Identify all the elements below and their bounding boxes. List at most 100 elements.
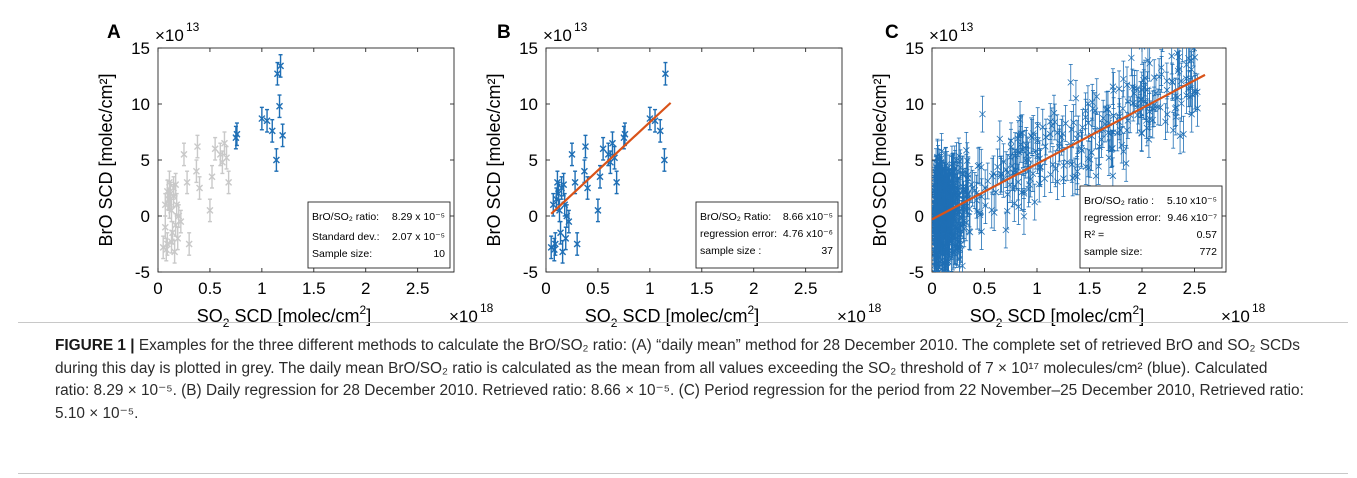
figure-caption: FIGURE 1 | Examples for the three differ… (55, 335, 1305, 425)
data-point (1131, 75, 1138, 112)
y-tick-label: 0 (141, 207, 150, 226)
info-value: 10 (433, 248, 445, 260)
data-point (1006, 166, 1014, 203)
y-tick-label: 5 (141, 151, 150, 170)
data-point (568, 142, 576, 167)
x-tick-label: 2.5 (406, 279, 430, 298)
data-point (223, 145, 231, 170)
data-point (940, 168, 948, 205)
y-tick-label: 0 (529, 207, 538, 226)
x-axis-label: SO2 SCD [molec/cm2] (197, 303, 371, 330)
data-point (934, 145, 942, 182)
data-point (560, 172, 568, 197)
panel-label: B (497, 22, 511, 43)
regression-line (932, 73, 1206, 221)
data-point (1190, 48, 1198, 67)
data-point (1051, 103, 1059, 141)
data-point (1109, 129, 1116, 167)
data-point (565, 209, 573, 234)
data-point (1073, 120, 1081, 157)
y-multiplier-exponent: 13 (960, 20, 974, 34)
data-point (206, 198, 214, 223)
data-point (1046, 103, 1054, 140)
data-point (1123, 66, 1131, 104)
data-point (951, 145, 959, 183)
x-axis-label: SO2 SCD [molec/cm2] (585, 303, 759, 330)
data-point (1020, 173, 1028, 210)
data-point (557, 220, 565, 245)
data-point (1063, 144, 1071, 181)
y-axis-label: BrO SCD [molec/cm²] (484, 73, 504, 246)
data-point (1175, 48, 1183, 76)
data-point (1028, 119, 1036, 156)
x-tick-label: 0.5 (586, 279, 610, 298)
data-point (1138, 115, 1146, 152)
y-tick-label: 10 (131, 95, 150, 114)
data-point (1084, 140, 1092, 178)
plot-area (932, 48, 1206, 272)
info-label: BrO/SO₂ Ratio: (700, 211, 771, 223)
data-point (963, 153, 970, 191)
data-point (1191, 48, 1199, 76)
data-point (1059, 115, 1067, 153)
data-point (1115, 103, 1123, 141)
x-tick-label: 0.5 (198, 279, 222, 298)
data-point (170, 183, 178, 208)
data-point (1031, 183, 1038, 221)
x-tick-label: 2.5 (1183, 279, 1207, 298)
data-point (967, 166, 975, 203)
x-tick-label: 0 (927, 279, 936, 298)
data-point (956, 193, 963, 230)
data-point (1129, 84, 1137, 122)
data-point (571, 170, 579, 195)
info-value: 8.66 x10⁻⁵ (783, 211, 833, 223)
data-point (1120, 60, 1127, 98)
data-point (1077, 130, 1085, 167)
data-point (941, 249, 949, 272)
data-point (1188, 51, 1195, 88)
y-tick-label: 0 (915, 207, 924, 226)
info-label: regression error: (700, 228, 777, 240)
x-multiplier: ×10 (1221, 307, 1250, 326)
x-tick-label: 2.5 (794, 279, 818, 298)
data-point (1176, 117, 1184, 155)
info-label: Sample size: (312, 248, 372, 260)
y-multiplier-exponent: 13 (186, 20, 200, 34)
data-point (177, 209, 185, 234)
data-point (959, 188, 967, 226)
data-point (1152, 74, 1160, 112)
data-point (596, 164, 604, 189)
x-multiplier-exponent: 18 (868, 301, 882, 315)
data-point (1119, 90, 1127, 127)
data-point (982, 187, 989, 224)
data-point (1109, 68, 1117, 105)
data-point (1120, 133, 1127, 170)
y-tick-label: 5 (915, 151, 924, 170)
data-point (1186, 48, 1193, 64)
data-point (1062, 105, 1069, 142)
data-point (1054, 163, 1061, 201)
data-point (599, 136, 607, 161)
x-tick-label: 2 (361, 279, 370, 298)
data-point (1110, 97, 1117, 135)
data-point (1140, 82, 1148, 120)
data-point (1042, 118, 1050, 156)
data-point (978, 213, 985, 250)
plot-area (159, 54, 287, 264)
data-point (192, 159, 200, 184)
data-point (1140, 61, 1147, 99)
data-point (1095, 148, 1102, 185)
data-point (1056, 124, 1063, 162)
data-point (979, 95, 986, 133)
y-tick-label: -5 (523, 263, 538, 282)
data-point (233, 122, 241, 147)
data-point (220, 131, 228, 156)
data-point (161, 215, 169, 240)
data-point (1160, 48, 1165, 52)
x-multiplier-exponent: 18 (480, 301, 494, 315)
data-point (660, 148, 668, 172)
data-point (1003, 192, 1011, 230)
data-point (932, 209, 939, 247)
